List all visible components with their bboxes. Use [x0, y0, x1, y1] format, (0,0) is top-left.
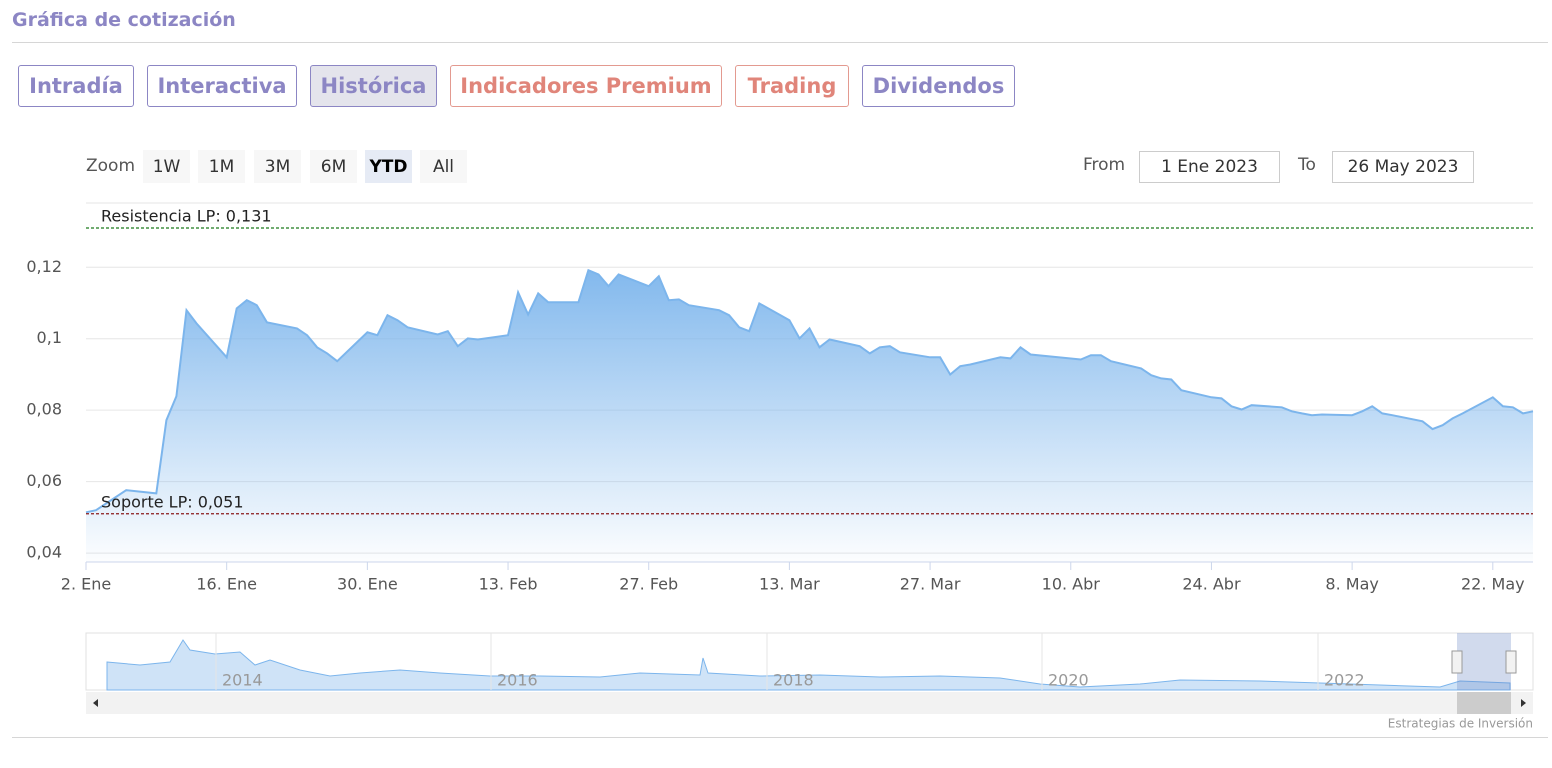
x-tick-label: 30. Ene — [337, 575, 398, 594]
area-fill — [86, 270, 1533, 562]
navigator-label: 2016 — [497, 671, 538, 690]
x-tick-label: 27. Feb — [619, 575, 678, 594]
tab[interactable]: Trading — [735, 65, 849, 107]
price-line — [85, 268, 1534, 514]
credits: Estrategias de Inversión — [1388, 717, 1533, 731]
to-label: To — [1298, 155, 1316, 175]
navigator-series — [106, 639, 1511, 691]
navigator-label: 2014 — [222, 671, 263, 690]
divider — [12, 42, 1548, 43]
x-tick-label: 24. Abr — [1182, 575, 1241, 594]
chart: Estrategias de Inversión 0,04 0,06 0,08 0,1… — [26, 202, 1534, 731]
scroll-right[interactable] — [1521, 699, 1526, 707]
x-tick-label: 13. Feb — [479, 575, 538, 594]
plot-line-label: Soporte LP: 0,051 — [101, 492, 244, 511]
navigator-label: 2020 — [1048, 671, 1089, 690]
zoom-button[interactable]: 3M — [254, 150, 301, 183]
page-title: Gráfica de cotización — [12, 9, 236, 31]
tab[interactable]: Indicadores Premium — [450, 65, 722, 107]
navigator-label: 2018 — [773, 671, 814, 690]
x-tick-label: 27. Mar — [900, 575, 961, 594]
x-tick-label: 16. Ene — [196, 575, 257, 594]
navigator-handle[interactable] — [1451, 650, 1463, 674]
zoom-button[interactable]: YTD — [365, 150, 412, 183]
x-tick-label: 10. Abr — [1042, 575, 1101, 594]
zoom-button[interactable]: 1M — [198, 150, 245, 183]
navigator-handle[interactable] — [1505, 650, 1517, 674]
scrollbar[interactable] — [86, 692, 1533, 714]
tab[interactable]: Dividendos — [862, 65, 1015, 107]
scroll-left[interactable] — [93, 699, 98, 707]
from-label: From — [1083, 155, 1126, 175]
scrollbar-thumb[interactable] — [1457, 692, 1511, 714]
tab[interactable]: Interactiva — [147, 65, 297, 107]
tab[interactable]: Histórica — [310, 65, 437, 107]
zoom-label: Zoom — [86, 156, 136, 176]
y-tick-label: 0,06 — [26, 471, 62, 490]
x-tick-label: 13. Mar — [759, 575, 820, 594]
y-tick-label: 0,12 — [26, 257, 62, 276]
x-tick-label: 2. Ene — [61, 575, 111, 594]
date-input[interactable]: 26 May 2023 — [1332, 151, 1474, 183]
zoom-button[interactable]: 6M — [310, 150, 357, 183]
plot-line-label: Resistencia LP: 0,131 — [101, 207, 272, 226]
y-tick-label: 0,1 — [37, 328, 62, 347]
y-tick-label: 0,04 — [26, 543, 62, 562]
navigator-label: 2022 — [1324, 671, 1365, 690]
date-input[interactable]: 1 Ene 2023 — [1139, 151, 1280, 183]
x-tick-label: 22. May — [1461, 575, 1525, 594]
x-tick-label: 8. May — [1325, 575, 1378, 594]
y-tick-label: 0,08 — [26, 400, 62, 419]
zoom-button[interactable]: 1W — [143, 150, 190, 183]
divider — [12, 737, 1548, 738]
tab[interactable]: Intradía — [18, 65, 134, 107]
navigator-mask[interactable] — [1457, 633, 1511, 690]
zoom-button[interactable]: All — [420, 150, 467, 183]
